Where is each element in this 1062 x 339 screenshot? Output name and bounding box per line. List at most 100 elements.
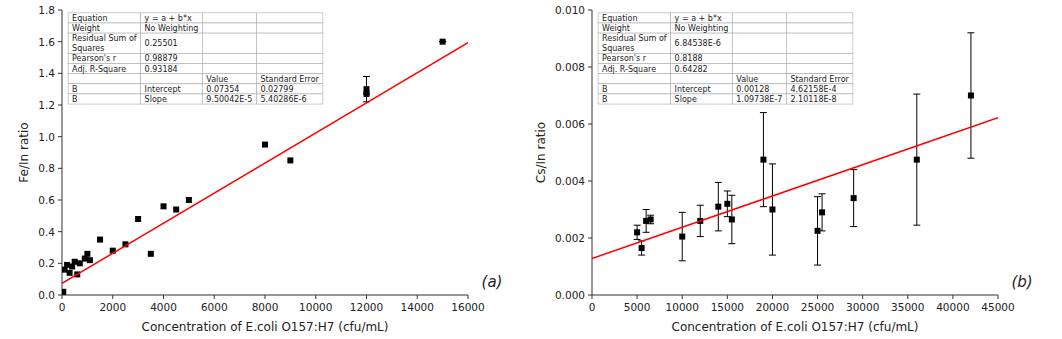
table-cell [732,53,786,63]
point [161,203,167,209]
series [62,142,293,295]
error-bar [647,215,654,224]
error-bar-cap [697,236,704,237]
x-tick-label: 12000 [350,301,383,313]
table-cell-text: 0.8188 [675,54,703,63]
table-cell [256,23,322,33]
y-tick-label: 0.2 [38,257,55,269]
error-bar-cap [967,32,974,33]
point [851,195,857,201]
table-cell-line: 6.84538E-6 [675,39,721,48]
table-cell-line: 0.8188 [675,54,703,63]
table-cell [786,53,852,63]
table-cell-text: Standard Error [790,74,849,83]
error-bar-cap [913,94,920,95]
table-cell-text: 0.93184 [145,64,178,73]
point [135,216,141,222]
table-cell-text: Value [736,74,758,83]
x-tick-label: 4000 [150,301,177,313]
plot-area [592,33,998,265]
y-tick [58,41,62,42]
table-cell-text: 0.64282 [675,64,708,73]
plot-area [62,39,468,295]
table-cell-text: 4.62158E-4 [790,84,836,93]
table-cell-text: 6.84538E-6 [675,39,721,48]
table-cell-text: Equation [602,13,637,22]
table-cell [202,94,256,104]
table-cell [598,94,671,104]
table-cell-line: Squares [602,44,634,53]
table-texts: Equationy = a + b*xWeightNo WeightingRes… [602,13,849,103]
x-axis-line [592,295,998,296]
error-bar-cap [643,209,650,210]
x-tick [907,295,908,299]
table-cell-text: Intercept [145,84,181,93]
x-tick [592,295,593,299]
table-cell-text: Weight [72,24,100,33]
error-bar-cap [819,193,826,194]
y-tick [58,105,62,106]
table-cell-text: y = a + b*x [145,13,192,22]
table-cell [598,74,671,84]
panel: 02000400060008000100001200014000160000.0… [17,4,502,334]
error-bar [760,113,767,207]
table-cell [786,94,852,104]
table-cell [68,74,141,84]
x-tick-label: 45000 [981,301,1014,313]
table-cell [141,84,203,94]
point [968,93,974,99]
point [87,257,93,263]
y-tick-label: 0.008 [555,61,585,73]
error-bar-cap [967,158,974,159]
table-cell [786,74,852,84]
table-cell [202,53,256,63]
x-tick-label: 0 [589,301,596,313]
chart-canvas: 02000400060008000100001200014000160000.0… [0,0,1062,339]
table-cell [202,84,256,94]
y-ticks: 0.00.20.40.60.81.01.21.41.61.8 [38,4,62,301]
point [67,270,73,276]
x-tick-label: 8000 [252,301,279,313]
y-tick-label: 0.000 [555,289,585,301]
error-bar-cap [724,190,731,191]
table-cell [141,13,203,23]
y-tick [58,295,62,296]
table-cell [68,33,141,53]
table-cell-line: Adj. R-Square [602,64,656,73]
table-cell-line: Squares [72,44,104,53]
table-cell-text: Intercept [675,84,711,93]
table-cells [598,13,853,104]
x-tick [112,295,113,299]
table-cell-line: y = a + b*x [145,13,192,22]
error-bar-cap [769,255,776,256]
table-cell [256,94,322,104]
table-cell [732,94,786,104]
table-cell-line: B [602,94,608,103]
error-bar-cap [728,195,735,196]
x-tick [998,295,999,299]
table-cell [256,33,322,53]
fit-line [592,118,998,259]
table-cell-text: 0.25501 [145,39,178,48]
table-cell [671,74,733,84]
table-cell [786,33,852,53]
table-cell [202,33,256,53]
x-axis-label: Concentration of E.coli O157:H7 (cfu/mL) [142,320,389,334]
error-bar-cap [769,163,776,164]
table-cell-text: B [602,84,608,93]
error-bar-cap [913,225,920,226]
table-cell-text: Residual Sum ofSquares [602,34,667,53]
x-tick-label: 2000 [99,301,126,313]
table-cell-line: 2.10118E-8 [790,94,836,103]
error-bar [967,33,974,158]
x-tick-label: 10000 [666,301,699,313]
table-cell-line: Standard Error [260,74,319,83]
error-bar [913,94,920,225]
table-cell-text: 0.02799 [260,84,293,93]
y-tick [588,181,592,182]
table-cell [671,53,733,63]
x-tick [468,295,469,299]
x-tick-label: 0 [59,301,66,313]
error-bar-cap [697,205,704,206]
y-axis-line [62,10,63,295]
